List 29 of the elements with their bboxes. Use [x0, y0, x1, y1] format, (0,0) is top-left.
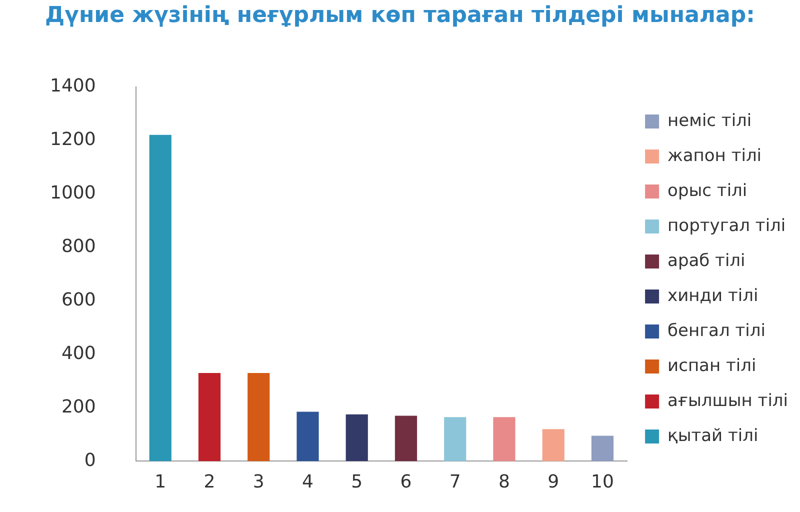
y-tick-label: 400	[61, 342, 96, 364]
legend-label: орыс тілі	[668, 180, 748, 201]
x-tick-label: 8	[498, 472, 510, 493]
legend-label: испан тілі	[668, 356, 756, 376]
x-tick-label: 10	[591, 472, 614, 493]
legend-label: бенгал тілі	[668, 320, 766, 341]
legend-label: неміс тілі	[668, 110, 752, 131]
legend-label: хинди тілі	[668, 286, 758, 306]
y-tick-label: 800	[61, 236, 96, 257]
x-tick-label: 3	[252, 472, 264, 493]
x-tick-label: 5	[351, 472, 363, 493]
x-tick-label: 9	[548, 472, 560, 493]
y-tick-label: 1400	[50, 75, 96, 96]
legend-label: ағылшын тілі	[668, 390, 788, 411]
y-tick-label: 1200	[50, 128, 96, 150]
chart-title: Дүние жүзінің неғұрлым көп тараған тілдері мыналар:	[44, 2, 756, 30]
x-tick-label: 2	[204, 472, 216, 493]
y-tick-label: 0	[84, 450, 96, 471]
x-tick-label: 6	[400, 472, 412, 493]
x-tick-label: 4	[302, 472, 314, 493]
legend-label: португал тілі	[668, 216, 786, 236]
y-tick-label: 1000	[50, 182, 96, 204]
legend-label: жапон тілі	[668, 146, 762, 166]
legend-label: араб тілі	[668, 250, 746, 271]
legend-label: қытай тілі	[668, 426, 758, 446]
x-tick-label: 1	[154, 472, 166, 493]
y-tick-label: 600	[61, 289, 96, 310]
y-tick-label: 200	[61, 396, 96, 418]
x-tick-label: 7	[449, 472, 461, 493]
